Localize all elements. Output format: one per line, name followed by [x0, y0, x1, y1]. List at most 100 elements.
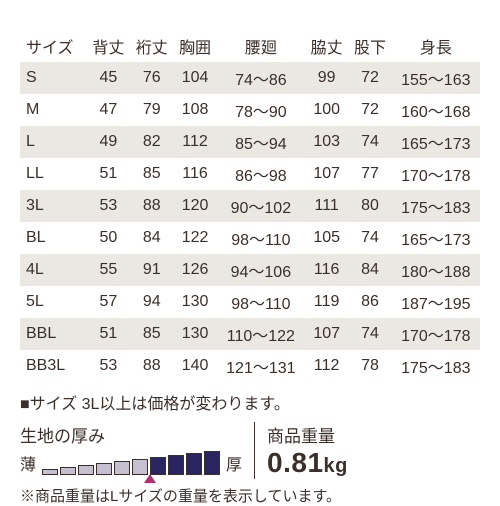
- thickness-bar: [96, 463, 112, 475]
- table-cell: 175～183: [392, 190, 480, 222]
- info-row: 生地の厚み 薄 厚 商品重量 0.81kg: [20, 422, 480, 479]
- table-cell: 78: [348, 350, 391, 382]
- table-cell: 94: [130, 286, 173, 318]
- table-cell: 108: [173, 94, 216, 126]
- table-cell: 77: [348, 158, 391, 190]
- thickness-scale: 薄 厚: [20, 451, 242, 475]
- table-cell: 51: [87, 158, 130, 190]
- weight-label: 商品重量: [267, 422, 348, 447]
- table-cell: 100: [305, 94, 348, 126]
- table-cell: 130: [173, 318, 216, 350]
- column-header: 背丈: [87, 30, 130, 62]
- thickness-bar: [42, 469, 58, 475]
- table-cell: 53: [87, 350, 130, 382]
- table-cell: 170～178: [392, 158, 480, 190]
- thickness-bar: [150, 457, 166, 475]
- table-cell: 107: [305, 318, 348, 350]
- table-cell: 90～102: [217, 190, 305, 222]
- table-cell: 111: [305, 190, 348, 222]
- table-cell: 74: [348, 222, 391, 254]
- table-cell: 103: [305, 126, 348, 158]
- thickness-bar: [114, 461, 130, 475]
- table-cell: 112: [305, 350, 348, 382]
- table-cell: 91: [130, 254, 173, 286]
- table-cell: 119: [305, 286, 348, 318]
- weight-unit: kg: [324, 455, 348, 477]
- table-cell: 110～122: [217, 318, 305, 350]
- table-cell: 79: [130, 94, 173, 126]
- table-cell: BL: [20, 222, 87, 254]
- table-cell: 112: [173, 126, 216, 158]
- table-row: BBL5185130110～12210774170～178: [20, 318, 480, 350]
- table-cell: 78～90: [217, 94, 305, 126]
- table-cell: 88: [130, 190, 173, 222]
- thickness-bar: [168, 455, 184, 475]
- table-cell: 122: [173, 222, 216, 254]
- table-cell: 50: [87, 222, 130, 254]
- column-header: 腰廻: [217, 30, 305, 62]
- table-cell: 74～86: [217, 62, 305, 94]
- table-cell: 47: [87, 94, 130, 126]
- table-cell: 98～110: [217, 222, 305, 254]
- table-cell: 51: [87, 318, 130, 350]
- thickness-bar: [204, 451, 220, 475]
- table-cell: 45: [87, 62, 130, 94]
- table-cell: 3L: [20, 190, 87, 222]
- table-cell: 126: [173, 254, 216, 286]
- price-note: ■サイズ 3L以上は価格が変わります。: [20, 390, 480, 414]
- table-row: L498211285～9410374165～173: [20, 126, 480, 158]
- table-cell: 98～110: [217, 286, 305, 318]
- thickness-bar: [132, 459, 148, 475]
- table-cell: 175～183: [392, 350, 480, 382]
- thickness-bar: [186, 453, 202, 475]
- table-cell: 85: [130, 318, 173, 350]
- table-cell: 74: [348, 318, 391, 350]
- table-cell: 130: [173, 286, 216, 318]
- table-cell: 82: [130, 126, 173, 158]
- table-row: LL518511686～9810777170～178: [20, 158, 480, 190]
- table-cell: BBL: [20, 318, 87, 350]
- table-cell: 104: [173, 62, 216, 94]
- table-cell: 160～168: [392, 94, 480, 126]
- table-cell: 86: [348, 286, 391, 318]
- thickness-bar: [60, 467, 76, 475]
- column-header: 裄丈: [130, 30, 173, 62]
- table-cell: 84: [130, 222, 173, 254]
- table-cell: 165～173: [392, 222, 480, 254]
- table-row: 5L579413098～11011986187～195: [20, 286, 480, 318]
- thin-label: 薄: [20, 451, 36, 475]
- thickness-label: 生地の厚み: [20, 422, 242, 447]
- table-cell: 74: [348, 126, 391, 158]
- table-header: サイズ背丈裄丈胸囲腰廻脇丈股下身長: [20, 30, 480, 62]
- table-cell: 187～195: [392, 286, 480, 318]
- column-header: 脇丈: [305, 30, 348, 62]
- table-cell: 140: [173, 350, 216, 382]
- weight-note: ※商品重量はLサイズの重量を表示しています。: [20, 485, 480, 506]
- thick-label: 厚: [226, 451, 242, 475]
- table-cell: 84: [348, 254, 391, 286]
- table-row: S457610474～869972155～163: [20, 62, 480, 94]
- table-cell: 55: [87, 254, 130, 286]
- table-cell: 94～106: [217, 254, 305, 286]
- table-row: 4L559112694～10611684180～188: [20, 254, 480, 286]
- table-cell: 53: [87, 190, 130, 222]
- table-cell: 88: [130, 350, 173, 382]
- column-header: 身長: [392, 30, 480, 62]
- weight-value: 0.81kg: [267, 447, 348, 479]
- table-cell: 116: [173, 158, 216, 190]
- table-cell: 155～163: [392, 62, 480, 94]
- table-cell: 5L: [20, 286, 87, 318]
- table-cell: 72: [348, 94, 391, 126]
- column-header: 胸囲: [173, 30, 216, 62]
- table-cell: 49: [87, 126, 130, 158]
- table-cell: 105: [305, 222, 348, 254]
- table-cell: 120: [173, 190, 216, 222]
- table-cell: 116: [305, 254, 348, 286]
- thickness-block: 生地の厚み 薄 厚: [20, 422, 255, 479]
- table-cell: 85～94: [217, 126, 305, 158]
- table-row: BB3L5388140121～13111278175～183: [20, 350, 480, 382]
- table-cell: 57: [87, 286, 130, 318]
- table-row: M477910878～9010072160～168: [20, 94, 480, 126]
- table-cell: 165～173: [392, 126, 480, 158]
- thickness-marker-icon: [144, 474, 156, 483]
